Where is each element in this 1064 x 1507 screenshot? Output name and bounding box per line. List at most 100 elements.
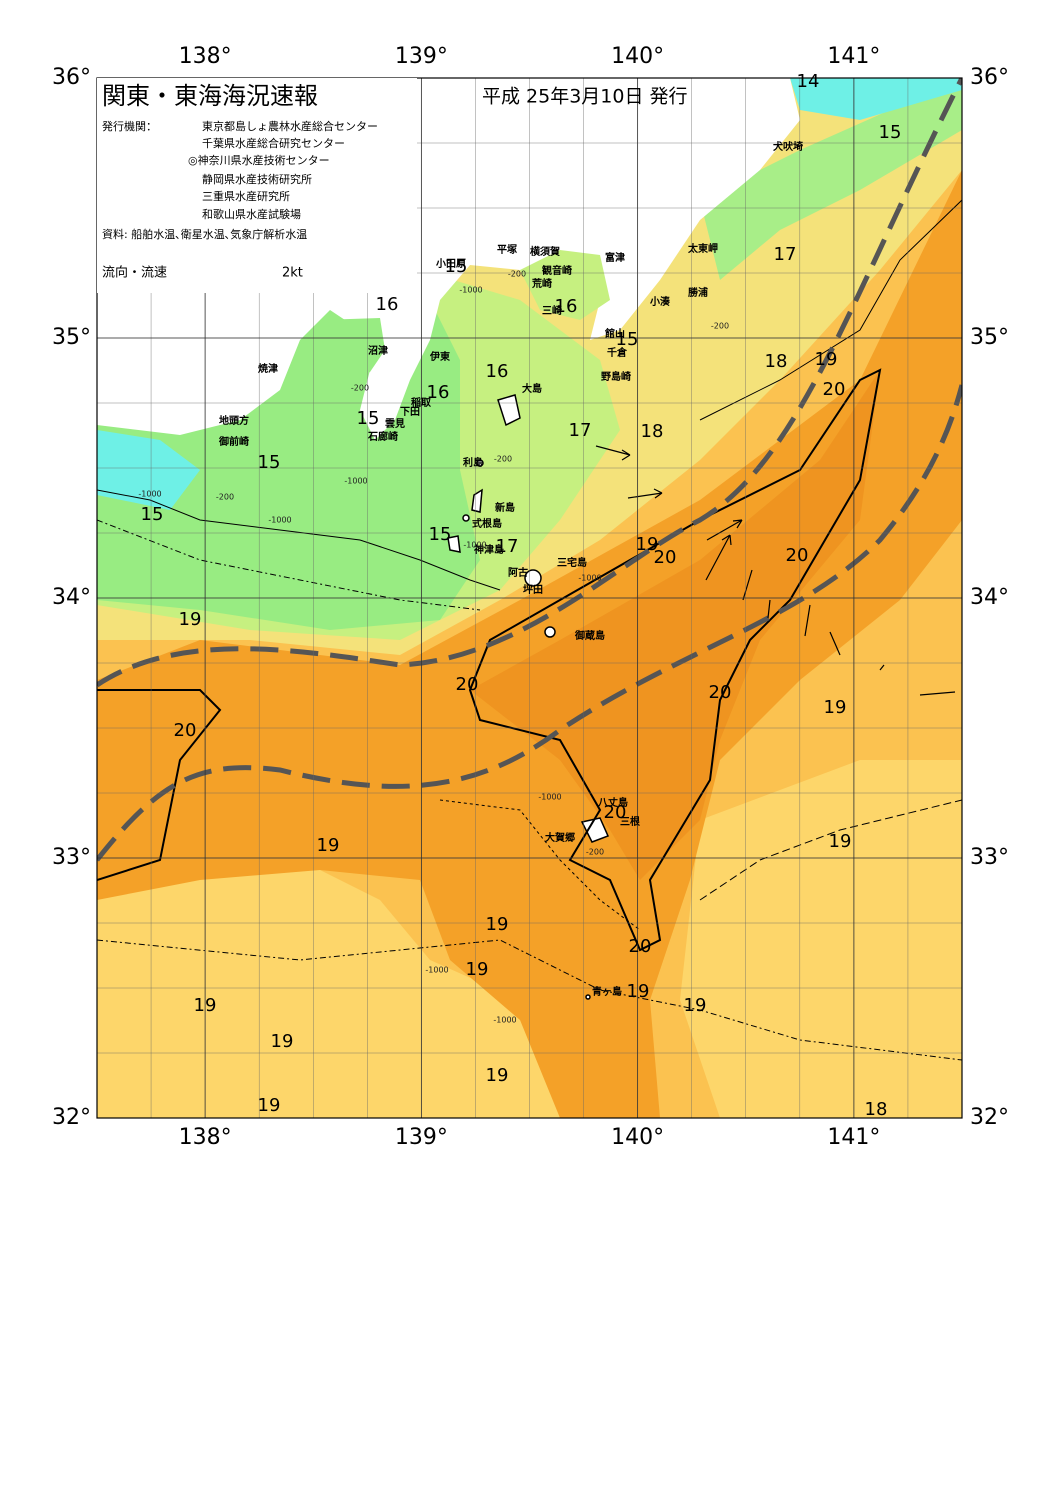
lat-tick-label: 35° bbox=[970, 325, 1009, 350]
depth-label: -1000 bbox=[268, 516, 291, 525]
lat-tick-label: 33° bbox=[970, 845, 1009, 870]
place-name: 千倉 bbox=[607, 346, 628, 359]
cold-water bbox=[97, 430, 200, 510]
isotherm-label: 15 bbox=[141, 504, 164, 525]
place-name: 稲取 bbox=[411, 396, 432, 409]
place-name: 沼津 bbox=[368, 344, 388, 357]
map-title: 関東・東海海況速報 bbox=[102, 82, 318, 110]
place-name: 御前崎 bbox=[218, 435, 249, 448]
isotherm-label: 19 bbox=[815, 349, 838, 370]
lon-tick-label: 141° bbox=[827, 44, 880, 69]
isotherm-label: 20 bbox=[654, 547, 677, 568]
place-name: 八丈島 bbox=[597, 796, 628, 809]
depth-label: -1000 bbox=[538, 793, 561, 802]
isotherm-label: 17 bbox=[569, 420, 592, 441]
place-name: 下田 bbox=[400, 406, 420, 418]
islands bbox=[447, 394, 610, 1000]
agencies-label: 発行機関： bbox=[102, 119, 157, 133]
isotherm-label: 19 bbox=[317, 835, 340, 856]
lat-tick-label: 32° bbox=[52, 1105, 91, 1130]
place-name: 新島 bbox=[495, 501, 515, 514]
isotherm-label: 17 bbox=[496, 536, 519, 557]
place-name: 雲見 bbox=[385, 418, 405, 430]
lat-tick-label: 33° bbox=[52, 845, 91, 870]
place-name: 三根 bbox=[620, 815, 640, 828]
agency: 東京都島しょ農林水産総合センター bbox=[202, 119, 378, 133]
isotherm-label: 15 bbox=[258, 452, 281, 473]
isotherm-label: 20 bbox=[786, 545, 809, 566]
place-name: 伊東 bbox=[429, 350, 450, 363]
isotherm-label: 20 bbox=[629, 936, 652, 957]
place-name: 焼津 bbox=[258, 362, 278, 375]
isotherm-label: 19 bbox=[486, 1065, 509, 1086]
isotherm-label: 19 bbox=[636, 534, 659, 555]
suruga-bay bbox=[320, 318, 385, 380]
lon-tick-label: 138° bbox=[179, 44, 232, 69]
lon-tick-label: 140° bbox=[611, 44, 664, 69]
legend-scale: 2kt bbox=[282, 266, 303, 281]
place-name: 観音崎 bbox=[542, 264, 572, 277]
green-water bbox=[700, 78, 962, 280]
isotherm-label: 20 bbox=[823, 379, 846, 400]
isotherm-label: 20 bbox=[456, 674, 479, 695]
depth-label: -1000 bbox=[463, 541, 486, 550]
depth-label: -1000 bbox=[344, 477, 367, 486]
depth-label: -200 bbox=[216, 493, 234, 502]
depth-label: -200 bbox=[711, 322, 729, 331]
place-name: 野島崎 bbox=[601, 370, 631, 383]
place-name: 三宅島 bbox=[557, 556, 587, 569]
place-name: 阿古 bbox=[508, 566, 528, 579]
lon-tick-label: 139° bbox=[395, 44, 448, 69]
isotherm-label: 19 bbox=[829, 831, 852, 852]
isotherm-label: 19 bbox=[466, 959, 489, 980]
place-name: 平塚 bbox=[497, 243, 517, 256]
lon-tick-label: 139° bbox=[395, 1125, 448, 1150]
isotherm-label: 19 bbox=[684, 995, 707, 1016]
yellow-water bbox=[680, 760, 962, 1118]
depth-label: -1000 bbox=[425, 966, 448, 975]
isotherm-label: 20 bbox=[174, 720, 197, 741]
isotherm-label: 18 bbox=[641, 421, 664, 442]
lon-tick-label: 140° bbox=[611, 1125, 664, 1150]
isotherm-label: 16 bbox=[427, 382, 450, 403]
yellow-water bbox=[97, 860, 560, 1118]
kuroshio-core bbox=[470, 370, 880, 880]
depth-label: -1000 bbox=[578, 574, 601, 583]
isotherm-label: 16 bbox=[486, 361, 509, 382]
lat-tick-label: 34° bbox=[970, 585, 1009, 610]
place-name: 式根島 bbox=[472, 517, 502, 530]
isotherm-label: 19 bbox=[179, 609, 202, 630]
place-name: 利島 bbox=[463, 456, 483, 469]
isotherm-label: 15 bbox=[445, 256, 468, 277]
place-name: 地頭方 bbox=[219, 414, 249, 427]
lat-tick-label: 36° bbox=[52, 65, 91, 90]
isotherm-label: 17 bbox=[774, 244, 797, 265]
lat-tick-label: 35° bbox=[52, 325, 91, 350]
issue-date: 平成 25年3月10日 発行 bbox=[482, 86, 688, 108]
isotherm-label: 18 bbox=[865, 1099, 888, 1120]
place-name: 青ヶ島 bbox=[592, 985, 622, 998]
place-name: 神津島 bbox=[474, 543, 504, 556]
isotherm-label: 19 bbox=[271, 1031, 294, 1052]
isotherm-label: 19 bbox=[486, 914, 509, 935]
agency: 静岡県水産技術研究所 bbox=[202, 172, 312, 186]
lat-tick-label: 36° bbox=[970, 65, 1009, 90]
depth-label: -200 bbox=[494, 455, 512, 464]
depth-label: -1000 bbox=[138, 490, 161, 499]
place-name: 坪田 bbox=[523, 583, 543, 596]
kuroshio-boundaries bbox=[97, 78, 962, 862]
place-name: 大賀郷 bbox=[545, 831, 575, 844]
map-frame bbox=[96, 77, 963, 1119]
depth-label: -200 bbox=[508, 270, 526, 279]
lon-tick-label: 138° bbox=[179, 1125, 232, 1150]
depth-label: -1000 bbox=[459, 286, 482, 295]
isotherm-label: 20 bbox=[604, 802, 627, 823]
place-name: 館山 bbox=[604, 327, 625, 340]
depth-label: -1000 bbox=[493, 1016, 516, 1025]
isotherm-label: 16 bbox=[376, 294, 399, 315]
lat-tick-label: 32° bbox=[970, 1105, 1009, 1130]
isotherm-label: 15 bbox=[616, 329, 639, 350]
place-name: 小湊 bbox=[649, 295, 671, 308]
cold-water bbox=[790, 78, 962, 120]
place-name: 勝浦 bbox=[688, 286, 708, 299]
